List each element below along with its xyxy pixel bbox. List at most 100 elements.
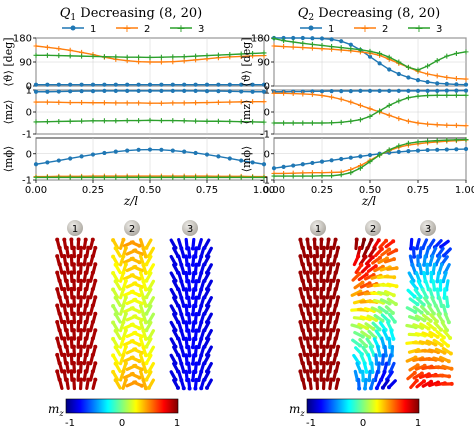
spin-arrow-head <box>144 245 149 250</box>
spin-arrow-head <box>371 326 376 331</box>
spin-arrow-head <box>111 254 116 259</box>
spin-arrow-head <box>69 270 74 275</box>
spin-arrow-head <box>358 343 362 348</box>
data-point <box>290 39 296 45</box>
data-point <box>406 149 411 154</box>
data-point <box>33 43 39 49</box>
y-axis-label: ⟨mϕ⟩ <box>2 146 15 173</box>
data-point <box>238 119 244 125</box>
spin-arrow-head <box>121 353 126 357</box>
spin-arrow-head <box>181 386 186 391</box>
spin-arrow-head <box>391 293 396 298</box>
spin-arrow-head <box>55 303 60 308</box>
legend-label-3: 3 <box>436 24 442 35</box>
spin-arrow-head <box>176 385 180 390</box>
spin-arrow-head <box>446 359 451 364</box>
data-point <box>56 158 61 163</box>
spin-arrow-head <box>367 378 372 383</box>
spin-arrow-head <box>322 377 326 382</box>
spin-arrow-head <box>90 287 95 292</box>
spin-arrow-head <box>384 310 389 315</box>
y-tick-label: 0 <box>26 149 32 160</box>
data-point <box>444 53 450 59</box>
data-point <box>329 120 335 126</box>
data-point <box>453 122 459 128</box>
spin-arrow-head <box>139 383 144 388</box>
spin-arrow-head <box>121 369 126 374</box>
spin-arrow-head <box>137 309 142 314</box>
data-point <box>367 159 373 165</box>
spin-arrow-head <box>365 246 370 251</box>
y-axis-label: ⟨mz⟩ <box>240 100 253 125</box>
spin-arrow-head <box>315 361 319 365</box>
data-point <box>463 76 469 82</box>
legend: 1 + 2 + 3 <box>300 22 442 35</box>
data-point <box>215 118 221 124</box>
spin-arrow-head <box>322 311 326 316</box>
vortex-tube-2 <box>350 237 399 391</box>
spin-arrow-head <box>329 361 334 366</box>
spin-arrow-head <box>64 344 69 349</box>
data-point <box>453 50 459 56</box>
data-point <box>415 148 421 153</box>
spin-arrow-head <box>144 344 149 349</box>
spin-arrow-head <box>359 263 364 267</box>
spin-arrow-head <box>69 237 74 242</box>
spin-arrow-head <box>392 319 397 324</box>
render-badge-3: 3 <box>182 220 198 236</box>
spin-arrow-head <box>76 303 81 308</box>
data-point <box>271 120 277 126</box>
data-point <box>170 59 176 65</box>
spin-arrow-head <box>378 353 382 358</box>
spin-arrow-head <box>187 287 192 292</box>
y-tick-label: 1 <box>264 86 270 97</box>
data-point <box>281 173 287 179</box>
spin-arrow-head <box>312 286 317 291</box>
data-point <box>90 152 96 157</box>
data-point <box>67 118 73 124</box>
spin-arrow-head <box>312 254 317 258</box>
spin-arrow-head <box>336 295 341 300</box>
data-point <box>463 146 469 152</box>
spin-arrow-head <box>336 245 341 250</box>
spin-arrow-head <box>448 351 453 356</box>
y-tick-label: -1 <box>260 130 270 141</box>
data-point <box>281 44 287 50</box>
spin-arrow-head <box>326 254 331 258</box>
data-point <box>261 89 267 94</box>
spin-arrow-head <box>57 278 62 283</box>
spin-arrow-head <box>86 328 91 333</box>
spin-arrow-head <box>71 262 76 267</box>
spin-arrow-head <box>137 243 142 248</box>
y-tick-label: -1 <box>22 130 32 141</box>
data-point <box>33 119 39 125</box>
spin-arrow-head <box>298 270 303 275</box>
spin-arrow-head <box>300 361 305 366</box>
data-point <box>435 81 440 86</box>
spin-arrow-head <box>83 303 88 308</box>
spin-arrow-head <box>76 319 81 324</box>
spin-arrow-head <box>364 272 369 277</box>
spin-arrow-head <box>62 270 67 275</box>
data-point <box>405 118 411 124</box>
spin-arrow-head <box>312 336 317 341</box>
data-point <box>33 82 39 87</box>
spin-arrow-head <box>76 352 81 357</box>
spin-arrow-head <box>298 320 303 324</box>
spin-arrow-head <box>435 334 440 339</box>
spin-arrow-head <box>307 361 312 366</box>
spin-arrow-head <box>312 369 317 374</box>
panel-theta: 0 90 180⟨ϑ⟩ [deg] <box>240 34 469 93</box>
data-point <box>396 59 402 65</box>
spin-arrow-head <box>93 245 98 250</box>
colorbar-tick-max: 1 <box>174 418 180 428</box>
data-point <box>158 174 164 180</box>
spin-arrow-head <box>137 375 142 380</box>
spin-arrow-head <box>190 378 195 383</box>
data-point <box>309 173 315 179</box>
x-tick-label: 0.25 <box>311 185 333 196</box>
spin-arrow-head <box>315 344 319 349</box>
spin-arrow-head <box>449 366 454 371</box>
data-point <box>434 122 440 128</box>
spin-arrow-head <box>55 254 60 259</box>
